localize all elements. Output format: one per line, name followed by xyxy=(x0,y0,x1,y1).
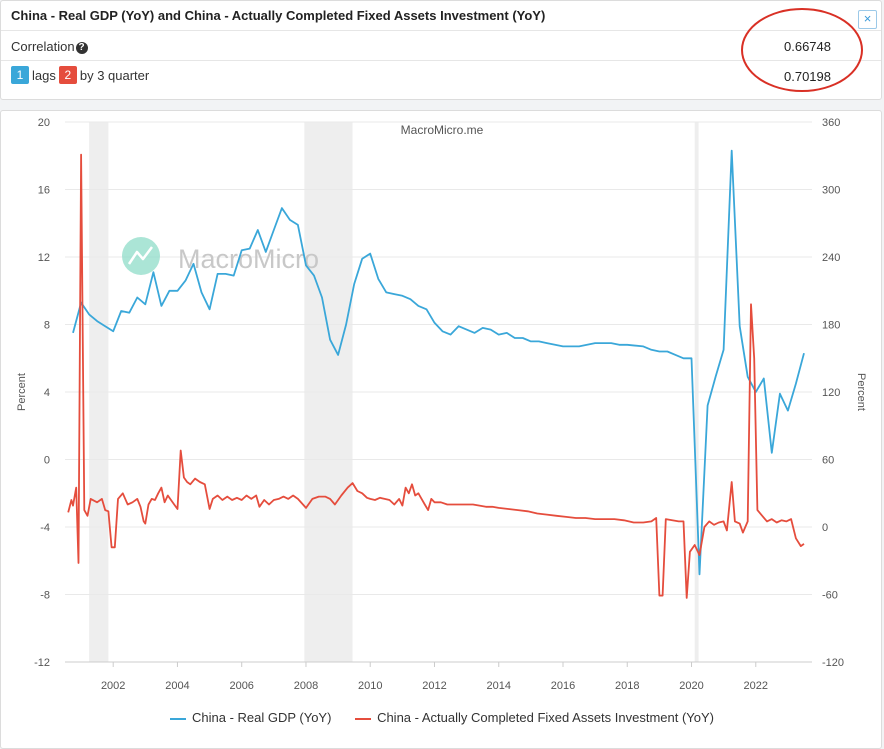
x-tick-7: 2016 xyxy=(551,680,575,692)
legend-swatch-gdp xyxy=(170,718,186,720)
x-tick-8: 2018 xyxy=(615,680,639,692)
legend: China - Real GDP (YoY) China - Actually … xyxy=(0,710,884,725)
y-left-tick-2: -4 xyxy=(40,522,50,534)
x-tick-3: 2008 xyxy=(294,680,318,692)
y-left-tick-3: 0 xyxy=(44,455,50,467)
x-tick-6: 2014 xyxy=(486,680,510,692)
y-left-tick-1: -8 xyxy=(40,590,50,602)
x-tick-9: 2020 xyxy=(679,680,703,692)
y-right-label: Percent xyxy=(855,373,867,411)
y-right-tick-5: 180 xyxy=(822,320,840,332)
legend-swatch-fai xyxy=(355,718,371,720)
y-right-tick-2: 0 xyxy=(822,522,828,534)
x-tick-0: 2002 xyxy=(101,680,125,692)
y-right-tick-1: -60 xyxy=(822,590,838,602)
legend-item-fai[interactable]: China - Actually Completed Fixed Assets … xyxy=(355,710,714,725)
legend-label-gdp: China - Real GDP (YoY) xyxy=(192,710,331,725)
legend-label-fai: China - Actually Completed Fixed Assets … xyxy=(377,710,714,725)
x-tick-5: 2012 xyxy=(422,680,446,692)
y-right-tick-0: -120 xyxy=(822,657,844,669)
y-left-tick-5: 8 xyxy=(44,320,50,332)
y-right-tick-8: 360 xyxy=(822,117,840,129)
y-right-tick-7: 300 xyxy=(822,185,840,197)
y-left-tick-6: 12 xyxy=(38,252,50,264)
series-line-fai xyxy=(68,155,804,598)
line-chart: -12 -8 -4 0 4 8 12 16 20 -120 -60 0 60 120 180 240 300 36… xyxy=(0,0,884,700)
y-left-tick-7: 16 xyxy=(38,185,50,197)
x-tick-1: 2004 xyxy=(165,680,189,692)
legend-item-gdp[interactable]: China - Real GDP (YoY) xyxy=(170,710,331,725)
series-line-gdp xyxy=(73,151,804,575)
watermark-top: MacroMicro.me xyxy=(401,123,484,137)
x-tick-2: 2006 xyxy=(229,680,253,692)
x-tick-10: 2022 xyxy=(744,680,768,692)
y-right-tick-3: 60 xyxy=(822,455,834,467)
x-tick-4: 2010 xyxy=(358,680,382,692)
y-right-tick-4: 120 xyxy=(822,387,840,399)
y-left-label: Percent xyxy=(16,373,28,411)
y-left-tick-4: 4 xyxy=(44,387,50,399)
y-left-tick-0: -12 xyxy=(34,657,50,669)
y-right-tick-6: 240 xyxy=(822,252,840,264)
y-left-tick-8: 20 xyxy=(38,117,50,129)
